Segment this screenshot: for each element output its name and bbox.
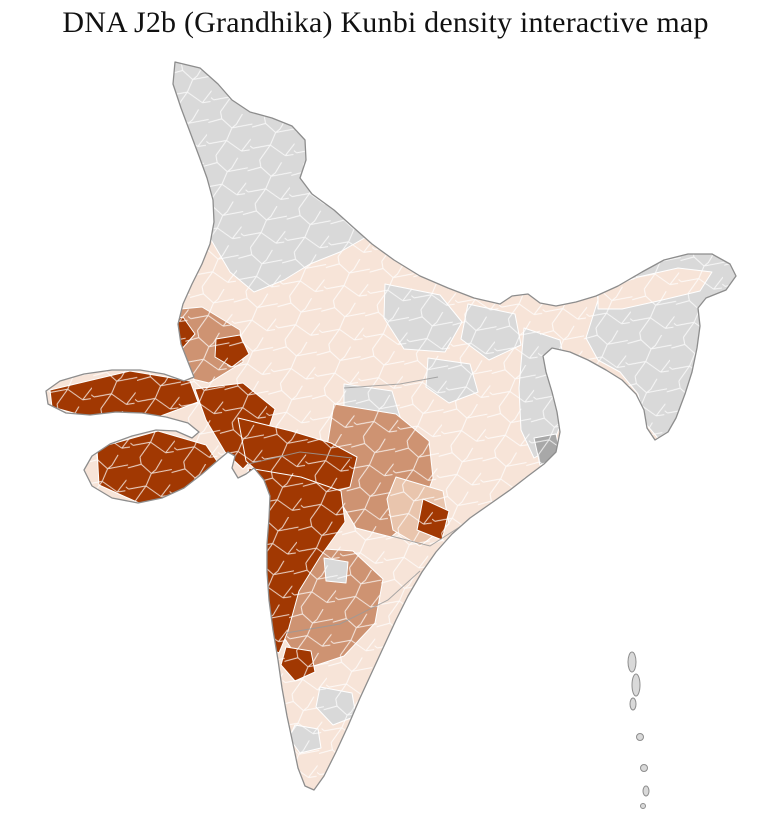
island[interactable] bbox=[627, 651, 637, 673]
island[interactable] bbox=[640, 764, 648, 772]
district-regions bbox=[46, 62, 736, 790]
andaman-nicobar-islands bbox=[627, 651, 650, 809]
region-manipur-pocket[interactable] bbox=[683, 393, 707, 419]
state-boundaries bbox=[247, 376, 470, 634]
page-title: DNA J2b (Grandhika) Kunbi density intera… bbox=[62, 6, 709, 39]
island[interactable] bbox=[629, 697, 637, 711]
island[interactable] bbox=[640, 803, 646, 809]
island[interactable] bbox=[631, 673, 641, 697]
island[interactable] bbox=[636, 733, 644, 741]
region-deccan-gray[interactable] bbox=[323, 557, 349, 584]
region-south-district[interactable] bbox=[272, 751, 295, 769]
island[interactable] bbox=[642, 785, 650, 797]
